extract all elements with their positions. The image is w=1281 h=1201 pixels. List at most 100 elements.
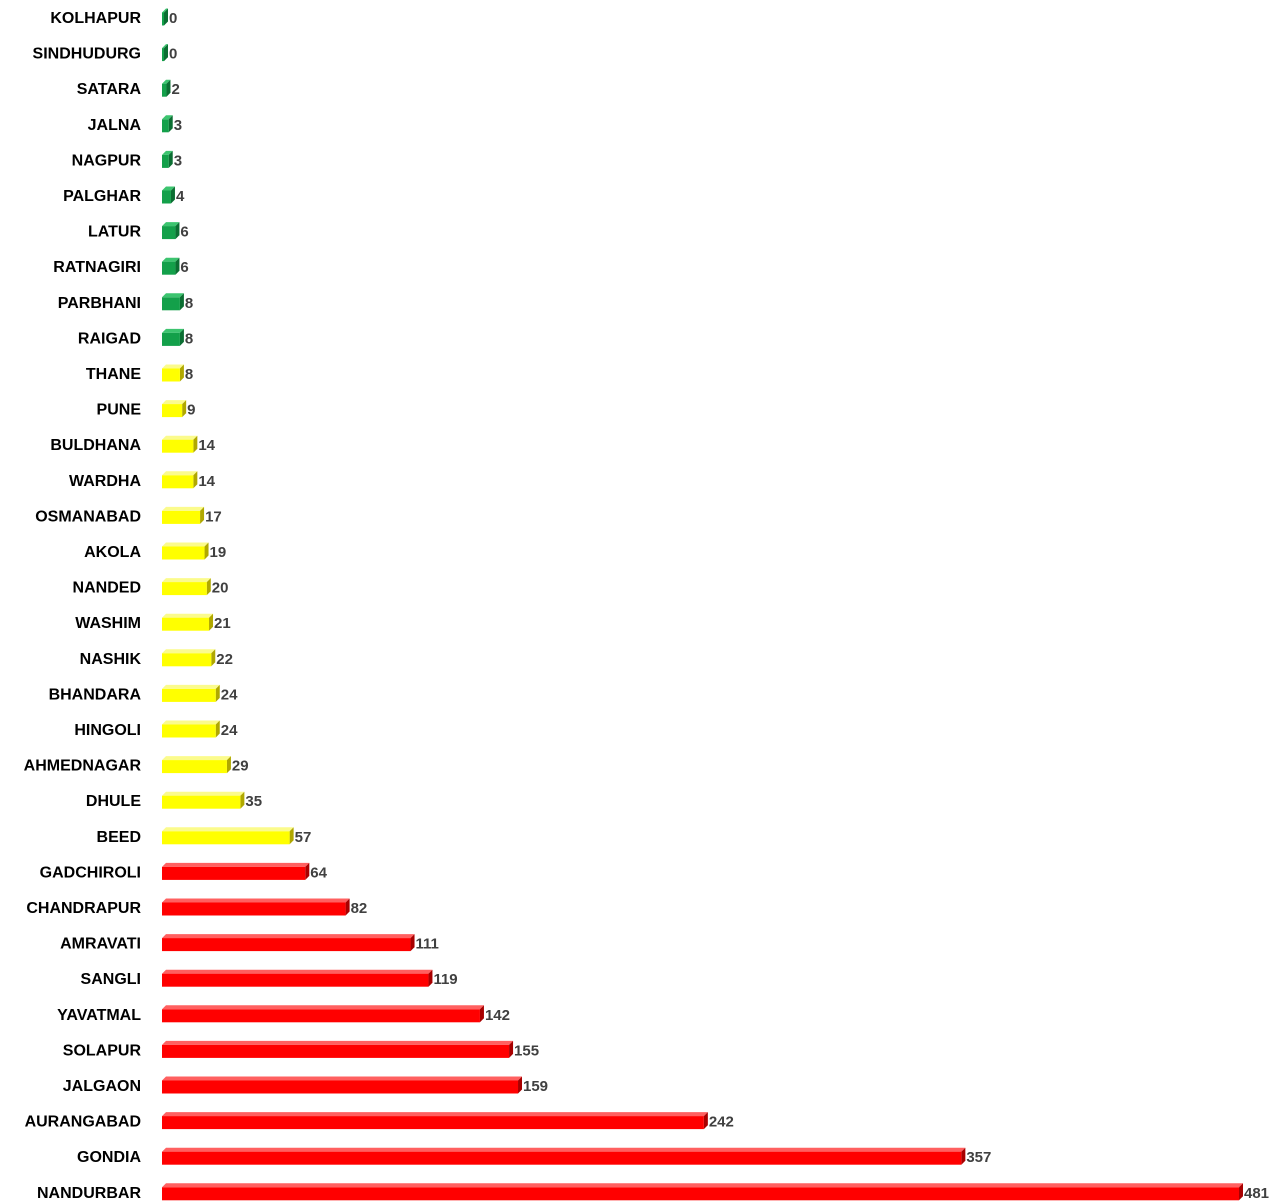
bar-front-face [162,332,180,346]
bar-front-face [162,938,411,952]
category-label-gondia: GONDIA [77,1149,141,1166]
value-label-nagpur: 3 [174,152,182,169]
bar-kolhapur [162,8,168,26]
bar-front-face [162,1044,510,1058]
bar-gondia [162,1147,966,1165]
value-label-gadchiroli: 64 [310,864,327,881]
bar-side-face [961,1147,966,1165]
value-label-beed: 57 [295,829,312,846]
bar-side-face [166,79,171,97]
bar-side-face [209,613,214,631]
bar-top-face [162,1183,1243,1188]
bar-front-face [162,475,194,489]
bar-top-face [162,791,245,796]
bar-side-face [479,1005,484,1023]
bar-side-face [215,684,220,702]
value-label-nashik: 22 [216,651,233,668]
bar-top-face [162,328,184,333]
bar-nandurbar [162,1183,1243,1201]
category-label-palghar: PALGHAR [63,188,141,205]
bar-top-face [162,1040,514,1045]
bar-front-face [162,760,227,774]
bar-side-face [518,1076,523,1094]
bar-amravati [162,934,415,952]
category-label-hingoli: HINGOLI [74,722,141,739]
bar-top-face [162,1147,966,1152]
category-label-latur: LATUR [88,224,141,241]
bar-dhule [162,791,245,809]
bar-top-face [162,222,180,227]
bar-wardha [162,471,198,489]
bar-nanded [162,578,211,596]
bar-top-face [162,115,173,120]
category-label-pune: PUNE [97,402,142,419]
bar-side-face [211,649,216,667]
bar-raigad [162,328,184,346]
category-label-nashik: NASHIK [80,651,142,668]
value-label-dhule: 35 [245,793,262,810]
value-label-palghar: 4 [176,188,185,205]
bar-front-face [162,1116,704,1130]
category-label-ratnagiri: RATNAGIRI [53,259,141,276]
category-label-gadchiroli: GADCHIROLI [40,864,141,881]
bar-front-face [162,617,210,631]
bar-front-face [162,546,205,560]
bar-side-face [204,542,209,560]
bar-side-face [193,471,198,489]
value-label-aurangabad: 242 [709,1114,734,1131]
category-label-nandurbar: NANDURBAR [37,1185,141,1201]
bar-front-face [162,439,194,453]
bar-front-face [162,831,290,845]
bar-nagpur [162,150,173,168]
bar-side-face [193,435,198,453]
value-label-osmanabad: 17 [205,508,222,525]
category-label-aurangabad: AURANGABAD [25,1114,141,1131]
bar-gadchiroli [162,862,310,880]
bar-side-face [240,791,245,809]
category-label-sangli: SANGLI [81,971,141,988]
category-label-amravati: AMRAVATI [60,936,141,953]
bar-top-face [162,684,220,689]
category-label-washim: WASHIM [75,615,141,632]
bar-top-face [162,506,205,511]
bar-parbhani [162,293,184,311]
bar-satara [162,79,171,97]
bar-front-face [162,297,180,311]
value-labels-layer: 0 0 2 3 3 4 6 6 8 8 8 9 14 14 17 19 20 21 22 24 24 29 35 57 64 82… [169,10,1269,1201]
bar-top-face [162,1005,484,1010]
bar-top-face [162,400,187,405]
bar-top-face [162,186,175,191]
category-label-dhule: DHULE [86,793,141,810]
bar-sindhudurg [162,44,168,62]
bar-front-face [162,404,183,418]
category-labels-layer: KOLHAPUR SINDHUDURG SATARA JALNA NAGPUR PALGH… [24,10,142,1201]
bar-top-face [162,257,180,262]
bar-front-face [162,83,167,97]
value-label-jalna: 3 [174,117,182,134]
category-label-nagpur: NAGPUR [72,152,142,169]
value-label-ratnagiri: 6 [180,259,188,276]
bar-side-face [179,364,184,382]
value-label-sangli: 119 [433,971,457,988]
bar-side-face [509,1040,514,1058]
bar-side-face [410,934,415,952]
bar-beed [162,827,294,845]
category-label-raigad: RAIGAD [78,330,141,347]
bar-top-face [162,1076,523,1081]
value-label-wardha: 14 [198,473,215,490]
bar-front-face [162,154,169,168]
bar-side-face [164,44,168,62]
bar-top-face [162,862,310,867]
bar-side-face [305,862,310,880]
bar-top-face [162,471,198,476]
bar-front-face [162,795,241,809]
value-label-kolhapur: 0 [169,10,177,27]
value-label-pune: 9 [187,402,195,419]
bar-top-face [162,649,216,654]
bar-side-face [703,1112,708,1130]
bar-side-face [175,257,180,275]
value-label-satara: 2 [171,81,179,98]
category-label-wardha: WARDHA [69,473,141,490]
value-label-buldhana: 14 [198,437,215,454]
value-label-parbhani: 8 [185,295,193,312]
